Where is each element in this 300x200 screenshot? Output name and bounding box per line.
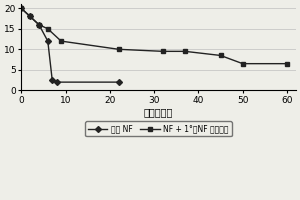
NF + 1°（NF 淡化物）	[183, 50, 187, 53]
NF + 1°（NF 淡化物）	[285, 62, 289, 65]
只有 NF	[20, 7, 23, 9]
NF + 1°（NF 淡化物）	[59, 40, 63, 42]
只有 NF	[28, 15, 32, 18]
NF + 1°（NF 淡化物）	[241, 62, 244, 65]
只有 NF	[55, 81, 58, 83]
Legend: 只有 NF, NF + 1°（NF 淡化物）: 只有 NF, NF + 1°（NF 淡化物）	[85, 121, 232, 136]
只有 NF	[37, 23, 41, 26]
NF + 1°（NF 淡化物）	[20, 7, 23, 9]
X-axis label: 时间（天）: 时间（天）	[144, 108, 173, 118]
NF + 1°（NF 淡化物）	[117, 48, 121, 51]
NF + 1°（NF 淡化物）	[46, 28, 50, 30]
只有 NF	[50, 79, 54, 81]
NF + 1°（NF 淡化物）	[28, 15, 32, 18]
Line: 只有 NF: 只有 NF	[19, 6, 121, 84]
NF + 1°（NF 淡化物）	[219, 54, 222, 57]
NF + 1°（NF 淡化物）	[37, 23, 41, 26]
NF + 1°（NF 淡化物）	[161, 50, 165, 53]
只有 NF	[117, 81, 121, 83]
Line: NF + 1°（NF 淡化物）: NF + 1°（NF 淡化物）	[19, 6, 289, 66]
只有 NF	[46, 40, 50, 42]
